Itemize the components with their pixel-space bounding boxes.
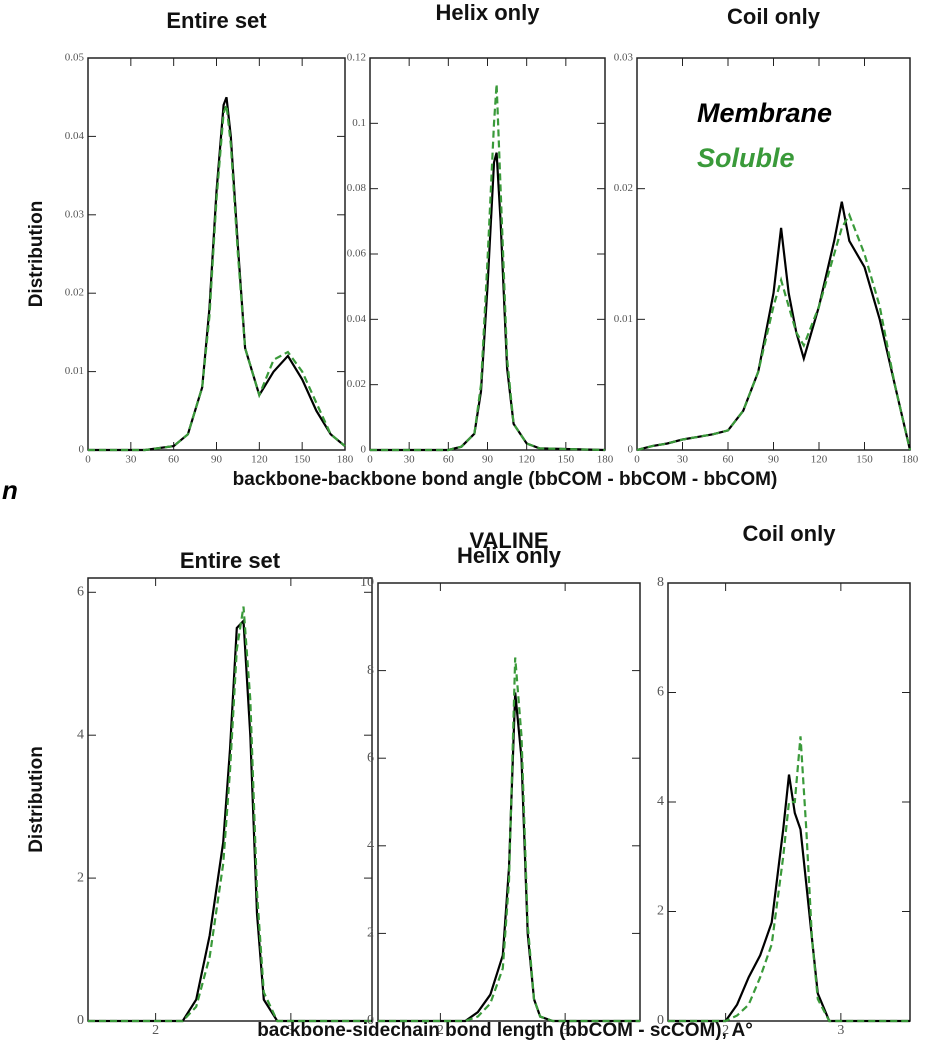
x-tick-label: 30 [125, 454, 137, 466]
x-tick-label: 180 [597, 454, 614, 466]
x-tick-label: 120 [811, 454, 828, 466]
x-tick-label: 90 [482, 454, 494, 466]
x-tick-label: 150 [558, 454, 575, 466]
x-tick-label: 0 [85, 454, 91, 466]
y-tick-label: 6 [77, 585, 84, 600]
y-tick-label: 0 [657, 1013, 664, 1028]
data-line [88, 618, 372, 1023]
y-tick-label: 10 [360, 575, 374, 590]
y-tick-label: 4 [657, 794, 664, 809]
data-line [636, 212, 912, 452]
y-tick-label: 0.04 [347, 313, 367, 325]
y-tick-label: 8 [657, 575, 664, 590]
plot-frame [377, 582, 641, 1022]
x-axis-label: backbone-sidechain bond length (bbCOM - … [257, 1020, 753, 1041]
y-tick-label: 0.06 [347, 248, 367, 260]
chart-title: Coil only [727, 4, 821, 29]
chart-title: Entire set [180, 548, 281, 573]
y-tick-label: 4 [367, 838, 374, 853]
data-line [636, 201, 912, 452]
chart-title: Helix only [457, 543, 562, 568]
y-tick-label: 0 [628, 444, 634, 456]
y-axis-label: Distribution [26, 746, 47, 853]
chart-title: Coil only [743, 521, 837, 546]
x-tick-label: 0 [367, 454, 373, 466]
legend-entry: Membrane [697, 98, 832, 128]
y-tick-label: 0.08 [347, 182, 367, 194]
y-tick-label: 0.01 [65, 365, 84, 377]
data-line [370, 152, 606, 452]
chart-title: Helix only [436, 0, 541, 25]
data-line [668, 736, 910, 1023]
legend-entry: Soluble [697, 143, 795, 173]
x-axis-label: backbone-backbone bond angle (bbCOM - bb… [233, 469, 778, 490]
x-tick-label: 180 [337, 454, 354, 466]
y-tick-label: 0 [361, 444, 367, 456]
y-tick-label: 6 [367, 750, 374, 765]
x-tick-label: 0 [634, 454, 640, 466]
data-line [88, 96, 346, 452]
x-tick-label: 2 [152, 1023, 159, 1038]
y-tick-label: 0.03 [65, 208, 85, 220]
x-tick-label: 60 [168, 454, 180, 466]
x-tick-label: 60 [723, 454, 735, 466]
y-tick-label: 0.05 [65, 52, 85, 64]
x-tick-label: 30 [404, 454, 416, 466]
y-tick-label: 0 [77, 1013, 84, 1028]
x-tick-label: 3 [287, 1023, 294, 1038]
data-line [668, 774, 910, 1023]
y-tick-label: 6 [657, 685, 664, 700]
figure-title: VALINE [469, 528, 548, 553]
y-tick-label: 0.02 [614, 182, 633, 194]
x-tick-label: 150 [856, 454, 873, 466]
data-line [378, 657, 640, 1023]
x-tick-label: 2 [722, 1023, 729, 1038]
x-tick-label: 90 [211, 454, 223, 466]
y-tick-label: 0 [367, 1013, 374, 1028]
y-tick-label: 0.02 [65, 287, 84, 299]
x-tick-label: 180 [902, 454, 919, 466]
data-line [370, 84, 606, 452]
plot-frame [87, 577, 373, 1022]
side-text: n [2, 475, 18, 505]
x-tick-label: 3 [837, 1023, 844, 1038]
plot-frame [667, 582, 911, 1022]
data-line [88, 606, 372, 1023]
y-tick-label: 0.03 [614, 52, 634, 64]
x-tick-label: 60 [443, 454, 455, 466]
y-tick-label: 4 [77, 727, 84, 742]
y-tick-label: 2 [367, 926, 374, 941]
y-tick-label: 0.12 [347, 52, 366, 64]
data-line [88, 104, 346, 452]
y-tick-label: 0.02 [347, 378, 366, 390]
x-tick-label: 150 [294, 454, 311, 466]
x-tick-label: 120 [518, 454, 535, 466]
y-tick-label: 2 [77, 870, 84, 885]
chart-title: Entire set [166, 8, 267, 33]
x-tick-label: 3 [562, 1023, 569, 1038]
x-tick-label: 90 [768, 454, 780, 466]
y-axis-label: Distribution [26, 201, 47, 308]
y-tick-label: 2 [657, 904, 664, 919]
y-tick-label: 8 [367, 663, 374, 678]
y-tick-label: 0.1 [352, 117, 366, 129]
y-tick-label: 0.04 [65, 130, 85, 142]
y-tick-label: 0.01 [614, 313, 633, 325]
x-tick-label: 120 [251, 454, 268, 466]
y-tick-label: 0 [79, 444, 85, 456]
x-tick-label: 30 [677, 454, 689, 466]
x-tick-label: 2 [437, 1023, 444, 1038]
